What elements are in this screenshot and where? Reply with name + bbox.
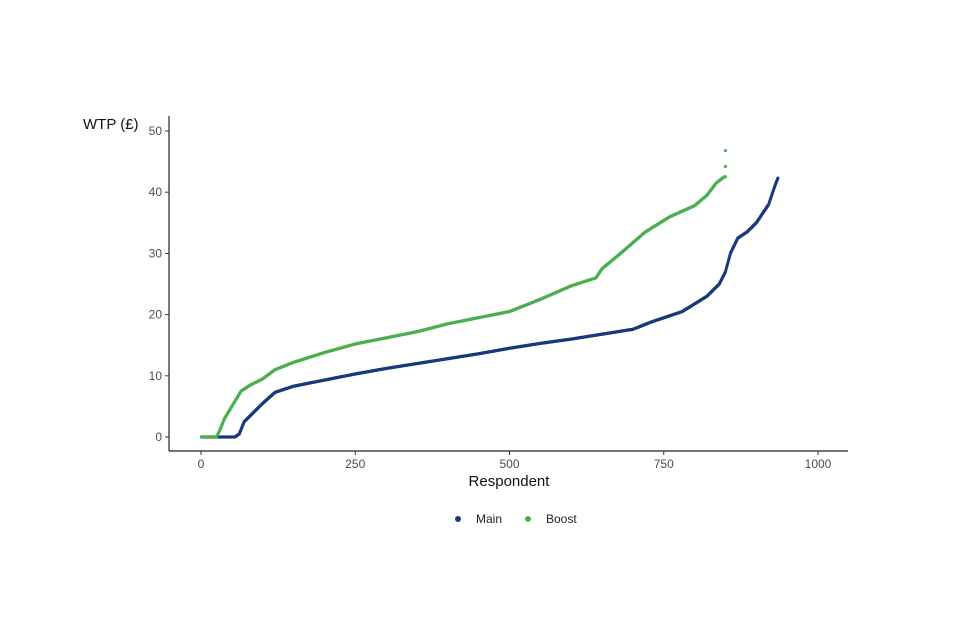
data-point xyxy=(723,175,728,179)
y-tick-label: 0 xyxy=(155,430,162,444)
data-point xyxy=(723,164,728,169)
x-tick-label: 750 xyxy=(654,457,674,471)
legend: Main Boost xyxy=(455,512,577,526)
y-tick-label: 30 xyxy=(149,246,163,260)
y-tick-label: 20 xyxy=(149,308,163,322)
y-tick-label: 40 xyxy=(149,185,163,199)
legend-marker xyxy=(525,516,531,522)
legend-item-main: Main xyxy=(455,512,502,526)
x-tick-label: 250 xyxy=(345,457,365,471)
series-layer xyxy=(200,148,780,439)
y-axis-title: WTP (£) xyxy=(83,116,139,133)
y-tick-label: 10 xyxy=(149,369,163,383)
data-point xyxy=(723,148,728,153)
legend-label: Boost xyxy=(546,512,577,526)
y-tick-label: 50 xyxy=(149,124,163,138)
series-boost xyxy=(200,148,728,439)
legend-item-boost: Boost xyxy=(525,512,577,526)
x-tick-label: 0 xyxy=(198,457,205,471)
axes: 0 250 500 750 1000 0 10 20 30 40 50 xyxy=(149,116,848,471)
x-axis-title: Respondent xyxy=(469,473,551,490)
x-tick-label: 500 xyxy=(499,457,519,471)
series-main xyxy=(200,176,780,439)
legend-marker xyxy=(455,516,461,522)
x-tick-label: 1000 xyxy=(805,457,832,471)
data-point xyxy=(776,176,780,180)
legend-label: Main xyxy=(476,512,502,526)
